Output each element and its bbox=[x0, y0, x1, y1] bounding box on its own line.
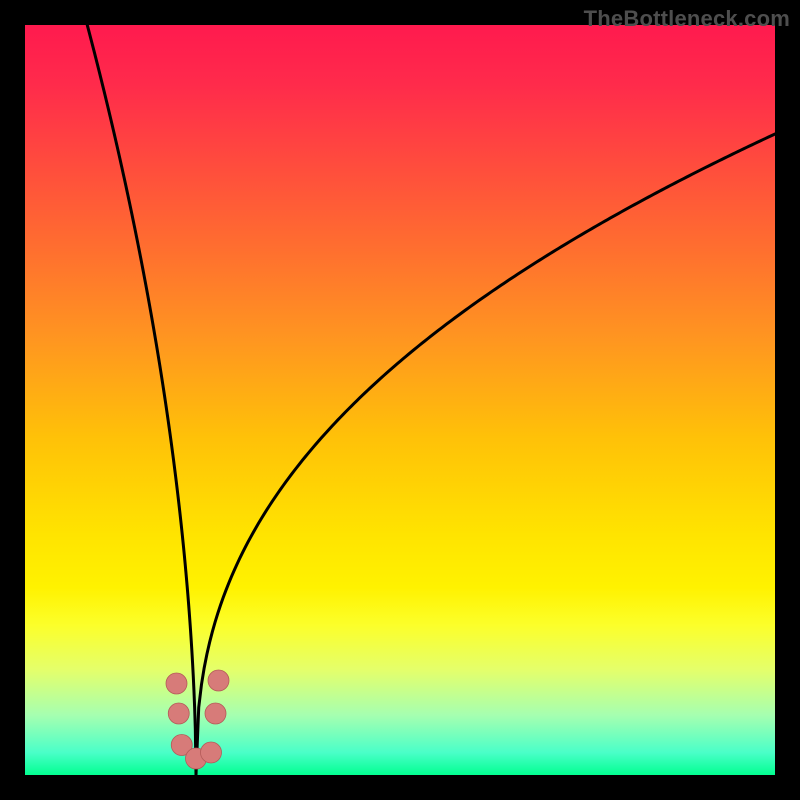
chart-background bbox=[25, 25, 775, 775]
marker-point bbox=[208, 670, 229, 691]
chart-canvas bbox=[0, 0, 800, 800]
bottleneck-chart: TheBottleneck.com bbox=[0, 0, 800, 800]
marker-point bbox=[201, 742, 222, 763]
marker-point bbox=[166, 673, 187, 694]
marker-point bbox=[168, 703, 189, 724]
marker-point bbox=[205, 703, 226, 724]
watermark-text: TheBottleneck.com bbox=[584, 6, 790, 32]
